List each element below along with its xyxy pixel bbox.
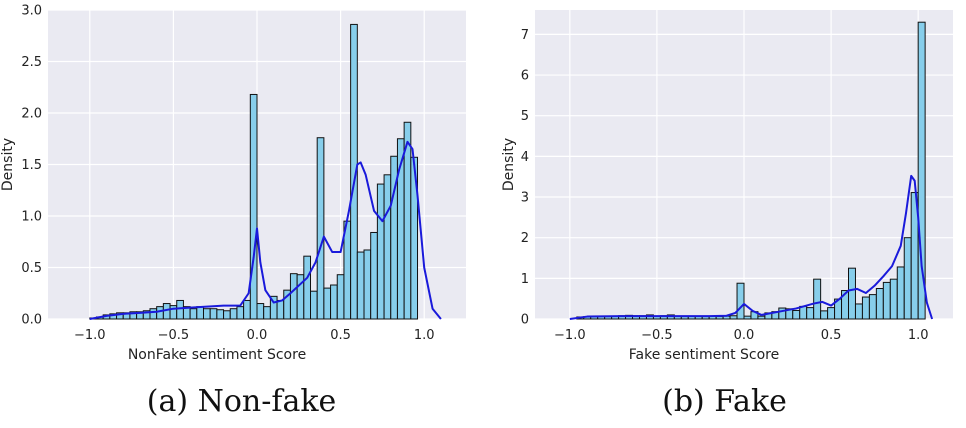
y-tick-label: 0.0	[21, 313, 42, 328]
y-tick-label: 6	[521, 69, 529, 84]
y-tick-label: 1	[521, 272, 529, 287]
y-tick-label: 1.5	[21, 158, 42, 173]
histogram-bar	[249, 93, 258, 320]
y-tick-label: 3.0	[21, 4, 42, 19]
y-tick-label: 2.0	[21, 107, 42, 122]
y-tick-label: 2.5	[21, 55, 42, 70]
histogram-bar	[263, 306, 271, 320]
histogram-bar	[363, 249, 372, 320]
histogram-bar	[903, 237, 912, 320]
histogram-bar	[336, 274, 345, 320]
x-tick-label: −1.0	[554, 328, 586, 343]
y-tick-label: 7	[521, 28, 529, 43]
y-axis-label: Density	[0, 138, 16, 191]
histogram-bar	[757, 315, 766, 320]
histogram-bar	[827, 307, 836, 320]
histogram-bar	[813, 278, 822, 320]
histogram-bar	[189, 308, 198, 320]
kde-line	[89, 140, 442, 320]
histogram-bar	[330, 284, 338, 320]
histogram-bar	[149, 308, 158, 320]
histogram-bar	[356, 251, 365, 320]
histogram-bar	[875, 288, 884, 320]
x-tick-label: −1.0	[74, 328, 106, 343]
y-tick-label: 2	[521, 231, 529, 246]
chart-panel-nonfake: 0.0 0.5 1.0 1.5 2.0 2.5 3.0 −1.0 −0.5 0.0 0.5 1.0 No…	[0, 4, 466, 419]
histogram-bar	[323, 287, 332, 320]
histogram-bar	[176, 299, 184, 320]
x-tick-label: 1.0	[908, 328, 929, 343]
histogram-bar	[820, 310, 829, 320]
histogram-bar	[229, 308, 238, 320]
histogram-bar	[256, 303, 265, 320]
histogram-bar	[316, 137, 325, 320]
histogram-bar	[792, 309, 801, 320]
histogram-bar	[202, 308, 211, 320]
histogram-bar	[350, 23, 358, 320]
y-axis-label: Density	[501, 138, 517, 191]
y-tick-label: 0	[521, 313, 529, 328]
chart-fake: 0 1 2 3 4 5 6 7 −1.0 −0.5 0.0 0.5 1.0 Fake sentiment …	[501, 10, 953, 363]
x-tick-label: 0.0	[247, 328, 268, 343]
histogram-bar	[799, 305, 808, 320]
y-tick-label: 4	[521, 150, 529, 165]
histogram-bar	[310, 290, 318, 320]
x-axis-label: Fake sentiment Score	[629, 347, 779, 363]
histogram-bar	[276, 299, 285, 320]
chart-nonfake: 0.0 0.5 1.0 1.5 2.0 2.5 3.0 −1.0 −0.5 0.0 0.5 1.0 No…	[0, 4, 466, 363]
histogram-bar	[376, 183, 385, 320]
y-tick-label: 1.0	[21, 210, 42, 225]
histogram-bar	[196, 306, 204, 320]
chart-panel-fake: 0 1 2 3 4 5 6 7 −1.0 −0.5 0.0 0.5 1.0 Fake sentiment …	[483, 0, 966, 428]
histogram-bar	[868, 294, 877, 320]
kde-line	[569, 174, 934, 320]
x-tick-label: −0.5	[641, 328, 673, 343]
x-tick-label: −0.5	[158, 328, 190, 343]
x-tick-label: 1.0	[414, 328, 435, 343]
x-axis-label: NonFake sentiment Score	[128, 347, 306, 363]
histogram-bar	[370, 231, 378, 320]
histogram-bar	[383, 174, 392, 320]
x-tick-label: 0.0	[734, 328, 755, 343]
histogram-bar	[854, 303, 863, 320]
caption-nonfake: (a) Non-fake	[146, 384, 337, 419]
histogram-bar	[236, 306, 245, 320]
y-tick-label: 3	[521, 191, 529, 206]
histogram-bar	[848, 267, 856, 320]
histogram-bar	[289, 273, 298, 320]
y-tick-label: 0.5	[21, 261, 42, 276]
histogram-bar	[889, 278, 898, 320]
histogram-bar	[917, 21, 926, 320]
y-tick-label: 5	[521, 109, 529, 124]
histogram-bar	[806, 307, 815, 320]
histogram-bar	[223, 310, 231, 320]
histogram-bar	[882, 281, 891, 320]
histogram-bar	[303, 255, 312, 320]
histogram-bar	[736, 282, 745, 320]
x-tick-label: 0.5	[330, 328, 351, 343]
histogram-bar	[216, 309, 225, 320]
caption-fake: (b) Fake	[662, 384, 787, 419]
histogram-bar	[861, 296, 870, 320]
histogram-bar	[896, 266, 905, 320]
histogram-bar	[243, 299, 251, 320]
histogram-bar	[209, 308, 218, 320]
histogram-bar	[343, 220, 352, 320]
histogram-bar	[729, 315, 738, 320]
histogram-bar	[743, 315, 752, 320]
histogram-bar	[156, 306, 164, 320]
x-tick-label: 0.5	[821, 328, 842, 343]
